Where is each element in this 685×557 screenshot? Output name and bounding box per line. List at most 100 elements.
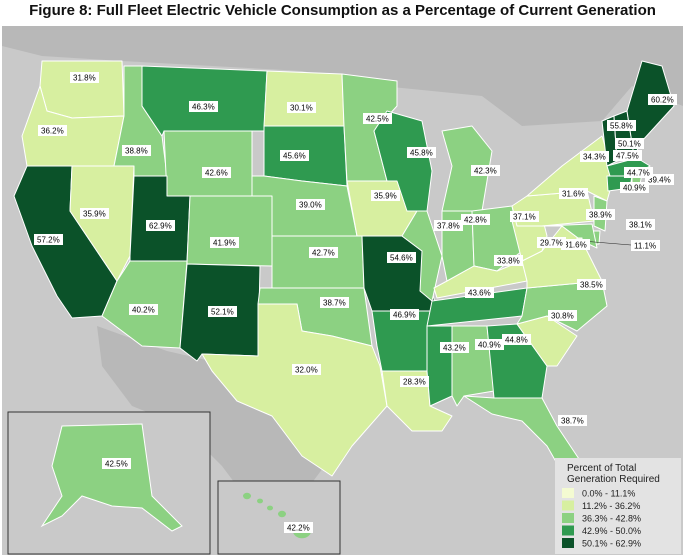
state-value-mo-text: 54.6% <box>390 254 413 263</box>
state-value-mt-bg <box>189 101 218 112</box>
state-value-sc: 30.8% <box>548 310 577 321</box>
state-value-co-text: 41.9% <box>213 239 236 248</box>
state-value-ca: 57.2% <box>34 234 63 245</box>
state-value-va: 31.6% <box>561 239 590 250</box>
state-value-tx: 32.0% <box>292 364 321 375</box>
state-value-ri-bg <box>645 174 674 185</box>
state-value-mn-bg <box>363 113 392 124</box>
legend-title-line1: Percent of Total <box>567 463 636 474</box>
state-value-nd-text: 30.1% <box>290 104 313 113</box>
state-value-ks-text: 42.7% <box>312 249 335 258</box>
state-value-mo: 54.6% <box>387 252 416 263</box>
state-value-fl-text: 38.7% <box>561 417 584 426</box>
state-value-in: 42.8% <box>461 214 490 225</box>
hawaii-island <box>243 492 251 500</box>
state-value-nh-text: 50.1% <box>618 140 641 149</box>
state-value-al-text: 40.9% <box>478 341 501 350</box>
state-value-sc-bg <box>548 310 577 321</box>
state-value-or-text: 36.2% <box>41 127 64 136</box>
state-value-la-bg <box>400 376 429 387</box>
state-value-mi-bg <box>471 165 500 176</box>
state-value-hi-text: 42.2% <box>287 524 310 533</box>
state-value-mn: 42.5% <box>363 113 392 124</box>
state-value-ks-bg <box>309 247 338 258</box>
state-value-in-bg <box>461 214 490 225</box>
state-value-id-bg <box>122 145 151 156</box>
state-value-nm: 52.1% <box>208 306 237 317</box>
state-value-sd-text: 45.6% <box>283 152 306 161</box>
state-value-nh-bg <box>615 138 644 149</box>
state-value-ia-text: 35.9% <box>374 192 397 201</box>
state-value-wi: 45.8% <box>407 147 436 158</box>
state-value-pa-bg <box>559 188 588 199</box>
state-value-id: 38.8% <box>122 145 151 156</box>
mexico-land <box>97 326 332 506</box>
state-value-fl: 38.7% <box>558 415 587 426</box>
state-wy <box>163 130 253 197</box>
hawaii-island <box>257 498 263 504</box>
state-value-il: 37.8% <box>434 220 463 231</box>
hawaii-island <box>267 505 273 511</box>
state-value-ga-text: 44.8% <box>505 336 528 345</box>
state-value-md-text: 38.9% <box>589 211 612 220</box>
legend-label: 50.1% - 62.9% <box>582 539 641 549</box>
state-value-pa-text: 31.6% <box>562 190 585 199</box>
state-value-ut: 62.9% <box>146 220 175 231</box>
state-value-me-bg <box>648 94 677 105</box>
hawaii-island <box>278 510 286 518</box>
state-value-mn-text: 42.5% <box>366 115 389 124</box>
legend-swatch <box>562 500 574 511</box>
state-value-wv: 29.7% <box>537 237 566 248</box>
state-value-wy-bg <box>202 167 231 178</box>
state-ms <box>426 325 453 407</box>
state-value-de-text: 38.1% <box>629 221 652 230</box>
state-value-ak-text: 42.5% <box>105 460 128 469</box>
state-value-ca-bg <box>34 234 63 245</box>
state-value-ne-bg <box>296 199 325 210</box>
state-value-va-bg <box>561 239 590 250</box>
state-value-al: 40.9% <box>475 339 504 350</box>
state-value-me-text: 60.2% <box>651 96 674 105</box>
state-value-nd: 30.1% <box>287 102 316 113</box>
state-value-ct: 44.7% <box>624 167 653 178</box>
state-value-nc-text: 38.5% <box>580 281 603 290</box>
state-value-ut-text: 62.9% <box>149 222 172 231</box>
state-value-pa: 31.6% <box>559 188 588 199</box>
state-value-ne: 39.0% <box>296 199 325 210</box>
state-value-hi: 42.2% <box>284 522 313 533</box>
state-value-ct-bg <box>624 167 653 178</box>
state-value-ri: 39.4% <box>645 174 674 185</box>
state-value-az-bg <box>129 304 158 315</box>
state-value-de-bg <box>626 219 655 230</box>
state-value-oh-bg <box>510 211 539 222</box>
state-value-nj: 40.9% <box>620 182 649 193</box>
state-value-ok: 38.7% <box>320 297 349 308</box>
state-value-al-bg <box>475 339 504 350</box>
state-value-nm-bg <box>208 306 237 317</box>
state-value-ne-text: 39.0% <box>299 201 322 210</box>
state-value-tn-text: 43.6% <box>468 289 491 298</box>
state-value-wa-bg <box>70 72 99 83</box>
legend-swatch <box>562 538 574 548</box>
choropleth-map: 31.8% 36.2% 57.2% 35.9% 38.8% 46.3% 42.6% 62.9%… <box>2 26 683 555</box>
state-value-ca-text: 57.2% <box>37 236 60 245</box>
state-value-vt-bg <box>607 120 636 131</box>
state-value-ny: 34.3% <box>580 151 609 162</box>
state-value-ga: 44.8% <box>502 334 531 345</box>
state-value-oh-text: 37.1% <box>513 213 536 222</box>
state-value-in-text: 42.8% <box>464 216 487 225</box>
state-value-wv-bg <box>537 237 566 248</box>
state-value-ny-bg <box>580 151 609 162</box>
legend-box <box>555 458 681 554</box>
state-value-wy-text: 42.6% <box>205 169 228 178</box>
state-value-ia-bg <box>371 190 400 201</box>
state-ak <box>40 423 183 532</box>
state-co <box>186 195 273 267</box>
legend-swatch <box>562 513 574 523</box>
state-value-ky: 33.8% <box>494 255 523 266</box>
state-value-nh: 50.1% <box>615 138 644 149</box>
legend-swatch <box>562 488 574 498</box>
state-wa <box>39 60 125 119</box>
state-value-co: 41.9% <box>210 237 239 248</box>
state-value-ok-bg <box>320 297 349 308</box>
